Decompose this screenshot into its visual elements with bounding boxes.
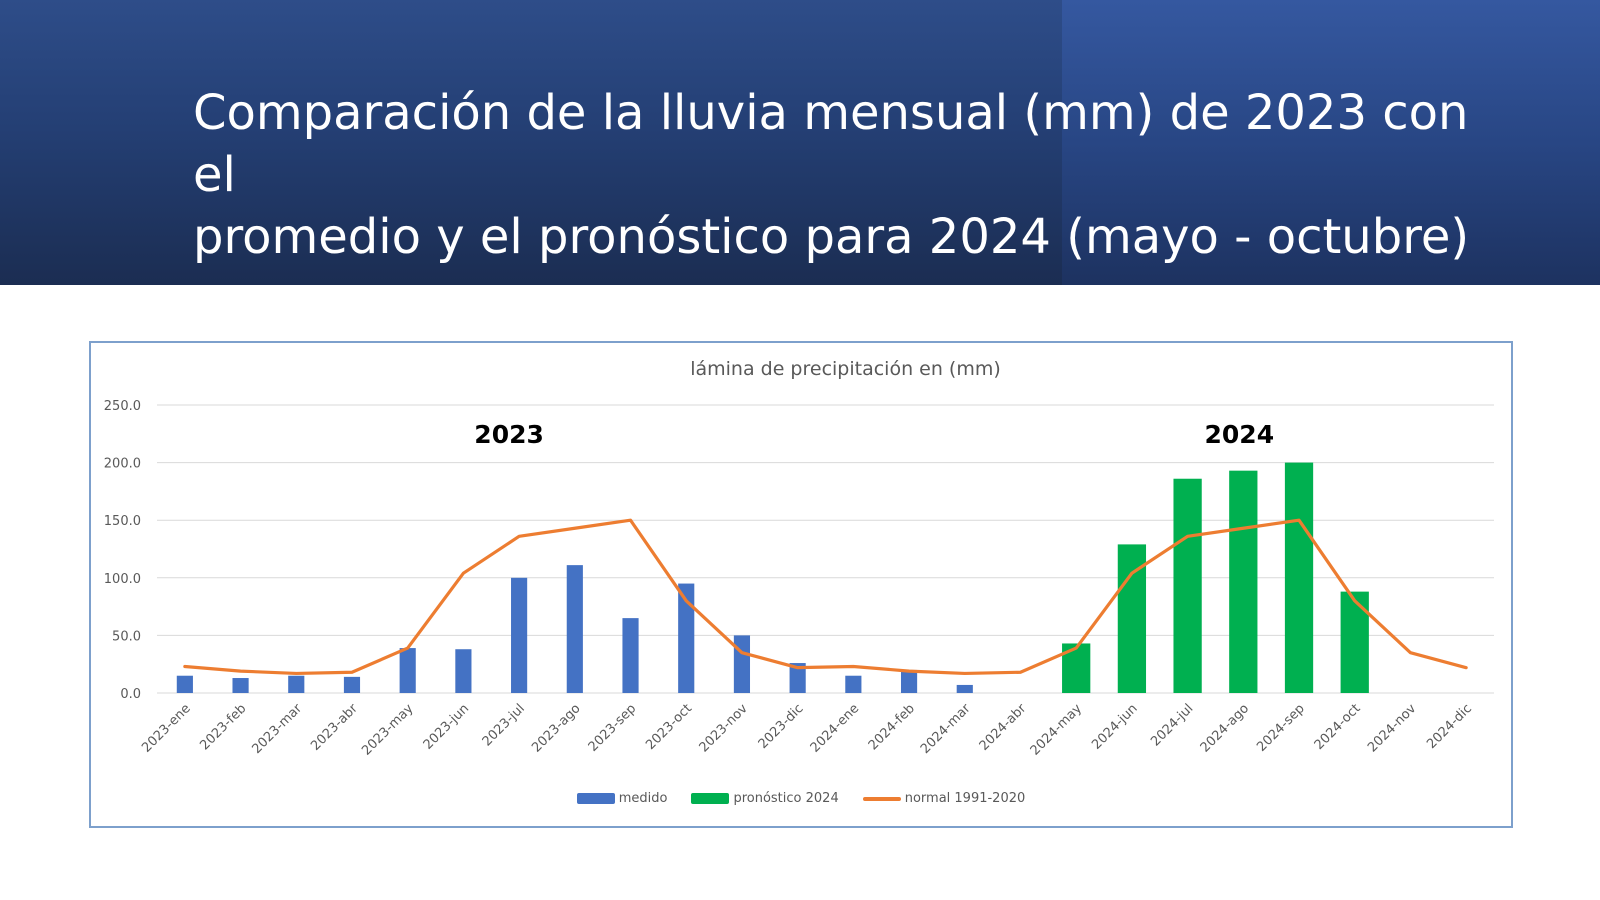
bar-pronostico: [1229, 470, 1258, 693]
y-tick-label: 150.0: [104, 514, 141, 529]
y-tick-label: 0.0: [120, 687, 141, 702]
x-tick-label: 2024-jun: [1089, 701, 1141, 753]
x-tick-label: 2024-ago: [1198, 701, 1252, 755]
x-tick-label: 2023-oct: [643, 701, 695, 753]
x-tick-label: 2024-mar: [918, 701, 974, 757]
bar-medido: [511, 577, 528, 693]
x-tick-label: 2023-jun: [421, 701, 473, 753]
bar-medido: [343, 676, 361, 693]
x-tick-label: 2024-sep: [1254, 701, 1308, 755]
bar-medido: [845, 675, 862, 693]
bar-medido: [399, 648, 416, 693]
slide-title: Comparación de la lluvia mensual (mm) de…: [193, 85, 1470, 265]
bar-pronostico: [1340, 591, 1369, 693]
legend-item-normal: normal 1991-2020: [862, 791, 1026, 806]
bar-pronostico: [1173, 478, 1202, 693]
x-tick-label: 2023-mar: [249, 701, 305, 757]
y-tick-label: 50.0: [112, 629, 141, 644]
bar-medido: [232, 678, 249, 693]
x-tick-label: 2024-abr: [977, 701, 1030, 754]
y-tick-label: 100.0: [104, 572, 141, 587]
chart-title: lámina de precipitación en (mm): [690, 358, 1001, 380]
bar-medido: [566, 565, 583, 693]
precipitation-chart: lámina de precipitación en (mm) 0.0 50.0 10…: [104, 358, 1494, 759]
y-tick-label: 200.0: [104, 457, 141, 472]
legend-label-pronostico: pronóstico 2024: [733, 791, 839, 806]
x-tick-label: 2023-sep: [586, 701, 640, 755]
x-tick-label: 2023-may: [359, 701, 417, 759]
bar-medido: [288, 675, 305, 693]
title-banner: Comparación de la lluvia mensual (mm) de…: [0, 0, 1600, 285]
x-tick-label: 2024-feb: [866, 701, 918, 753]
legend-swatch-medido: [576, 793, 615, 804]
x-tick-label: 2024-dic: [1424, 701, 1475, 752]
bar-medido: [678, 583, 695, 693]
legend-item-medido: medido: [576, 791, 668, 806]
bar-medido: [455, 649, 472, 693]
x-tick-label: 2023-abr: [308, 701, 361, 754]
bar-medido: [622, 618, 639, 693]
bar-medido: [956, 684, 973, 693]
legend-swatch-normal: [862, 796, 901, 801]
y-tick-label: 250.0: [104, 399, 141, 414]
x-tick-label: 2024-jul: [1148, 701, 1196, 749]
bar-medido: [900, 669, 918, 693]
year-annotation: 2023: [474, 420, 544, 449]
year-annotation: 2024: [1205, 420, 1275, 449]
x-tick-label: 2024-nov: [1365, 701, 1419, 755]
bar-medido: [733, 635, 751, 693]
chart-frame: lámina de precipitación en (mm) 0.0 50.0 10…: [89, 341, 1513, 828]
bar-medido: [176, 675, 193, 693]
legend-item-pronostico: pronóstico 2024: [691, 791, 839, 806]
bar-medido: [789, 663, 806, 693]
x-tick-label: 2024-may: [1028, 701, 1086, 759]
x-tick-label: 2023-ago: [529, 701, 583, 755]
legend-label-medido: medido: [618, 791, 668, 806]
legend-label-normal: normal 1991-2020: [904, 791, 1026, 806]
x-tick-label: 2023-jul: [480, 701, 528, 749]
x-tick-label: 2023-dic: [756, 701, 807, 752]
x-tick-label: 2024-ene: [808, 701, 862, 755]
line-normal: [183, 518, 1468, 676]
bar-pronostico: [1284, 462, 1314, 693]
x-tick-label: 2023-nov: [697, 701, 751, 755]
x-tick-label: 2023-feb: [197, 701, 249, 753]
bar-pronostico: [1117, 544, 1147, 693]
chart-legend: medido pronóstico 2024 normal 1991-2020: [91, 791, 1511, 806]
x-tick-label: 2023-ene: [139, 701, 193, 755]
legend-swatch-pronostico: [691, 793, 730, 804]
banner-right-panel: [1062, 0, 1600, 285]
x-tick-label: 2024-oct: [1312, 701, 1364, 753]
